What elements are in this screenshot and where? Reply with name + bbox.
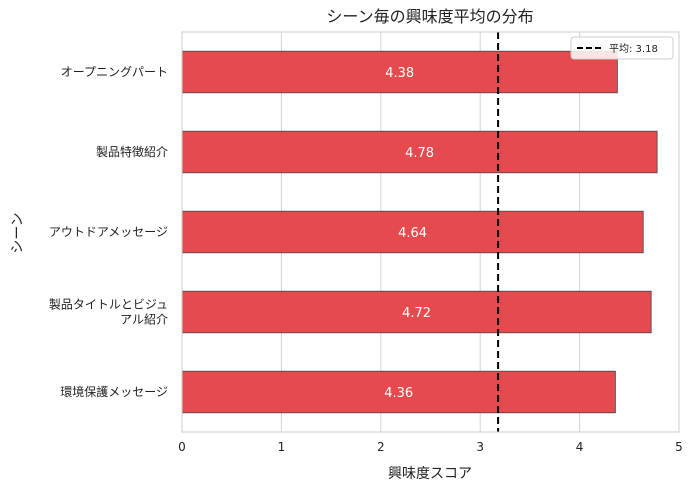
y-axis-label: シーン xyxy=(10,212,26,253)
bars-layer xyxy=(181,50,658,414)
category-label-line: アウトドアメッセージ xyxy=(49,225,168,239)
y-category-labels: オープニングパート製品特徴紹介アウトドアメッセージ製品タイトルとビジュアル紹介環… xyxy=(49,65,168,399)
x-axis-label: 興味度スコア xyxy=(388,466,472,482)
bar-value-label: 4.64 xyxy=(398,226,427,241)
bar-value-label: 4.72 xyxy=(402,306,431,321)
x-tick-label: 2 xyxy=(377,440,385,454)
bar xyxy=(181,210,644,254)
bar-value-label: 4.78 xyxy=(405,146,434,161)
category-label: オープニングパート xyxy=(61,65,168,79)
x-tick-label: 3 xyxy=(476,440,484,454)
bar xyxy=(181,290,652,334)
category-label-line: 環境保護メッセージ xyxy=(60,384,168,399)
legend-mean-label: 平均: 3.18 xyxy=(609,43,658,55)
category-label-line: 製品特徴紹介 xyxy=(96,144,168,159)
bar-value-label: 4.38 xyxy=(385,66,414,81)
x-tick-label: 0 xyxy=(178,440,186,454)
plot-frame xyxy=(181,31,680,433)
bar xyxy=(181,50,618,94)
category-label-line: オープニングパート xyxy=(61,65,168,79)
category-label: アウトドアメッセージ xyxy=(49,225,168,239)
legend-box xyxy=(570,36,674,60)
bar xyxy=(181,370,616,414)
category-label-line: アル紹介 xyxy=(120,313,168,327)
category-label-line: 製品タイトルとビジュ xyxy=(49,298,168,312)
x-ticks: 0 1 2 3 4 5 xyxy=(178,440,683,454)
category-label: 製品タイトルとビジュアル紹介 xyxy=(49,298,168,327)
x-tick-label: 5 xyxy=(675,440,683,454)
category-label: 製品特徴紹介 xyxy=(96,144,168,159)
chart-title: シーン毎の興味度平均の分布 xyxy=(326,7,533,26)
bar-value-label: 4.36 xyxy=(384,386,413,401)
x-tick-label: 4 xyxy=(576,440,584,454)
x-tick-label: 1 xyxy=(278,440,286,454)
legend: 平均: 3.18 xyxy=(570,36,674,60)
category-label: 環境保護メッセージ xyxy=(60,384,168,399)
bar-value-labels: 4.38 4.78 4.64 4.72 4.36 xyxy=(384,66,434,401)
